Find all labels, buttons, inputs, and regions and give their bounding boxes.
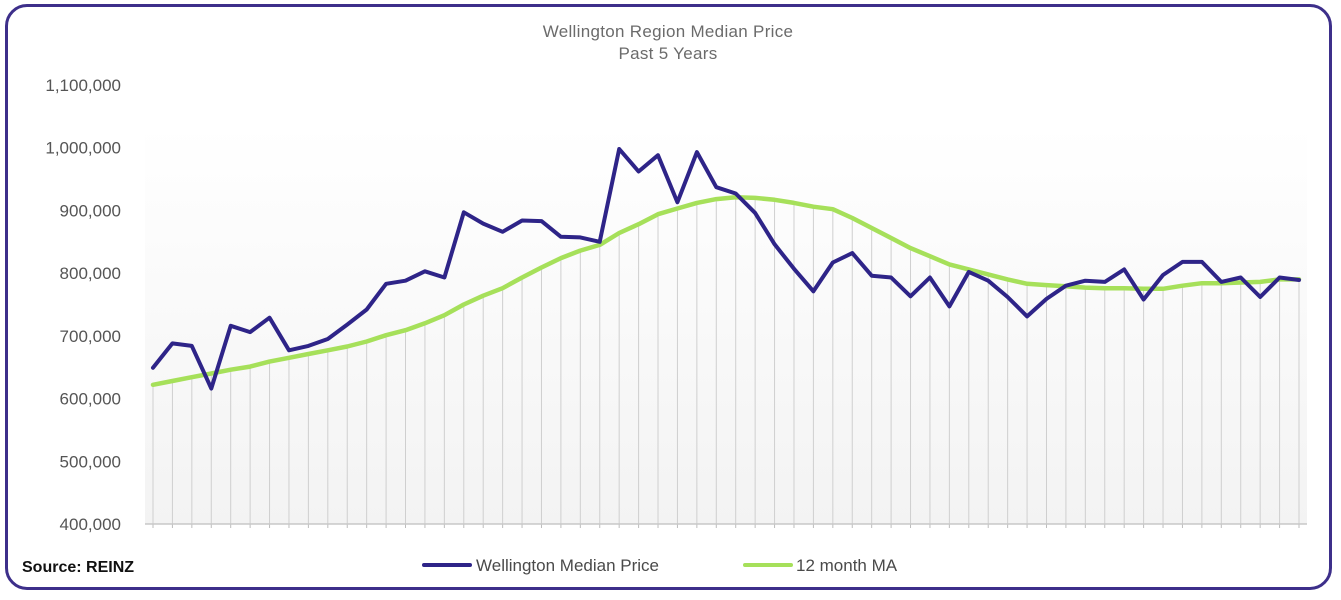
series-layer: [150, 147, 1302, 391]
y-tick-label: 600,000: [60, 390, 121, 409]
legend-label-median: Wellington Median Price: [476, 556, 659, 575]
series-line-median-price: [151, 147, 1301, 391]
y-tick-label: 700,000: [60, 327, 121, 346]
series-line-12-month-ma: [150, 195, 1302, 388]
source-label: Source: REINZ: [22, 559, 134, 576]
y-tick-label: 800,000: [60, 264, 121, 283]
y-tick-label: 500,000: [60, 452, 121, 471]
legend-label-ma: 12 month MA: [796, 556, 898, 575]
y-tick-label: 400,000: [60, 515, 121, 534]
y-tick-label: 900,000: [60, 201, 121, 220]
legend: Wellington Median Price 12 month MA: [422, 556, 898, 575]
y-axis: 400,000 500,000 600,000 700,000 800,000 900,0…: [45, 76, 121, 534]
y-tick-label: 1,000,000: [45, 139, 121, 158]
chart-title: Wellington Region Median Price: [543, 22, 794, 41]
plot-area: [145, 125, 1307, 524]
chart-subtitle: Past 5 Years: [618, 44, 717, 63]
plot-background: [145, 125, 1307, 524]
y-tick-label: 1,100,000: [45, 76, 121, 95]
